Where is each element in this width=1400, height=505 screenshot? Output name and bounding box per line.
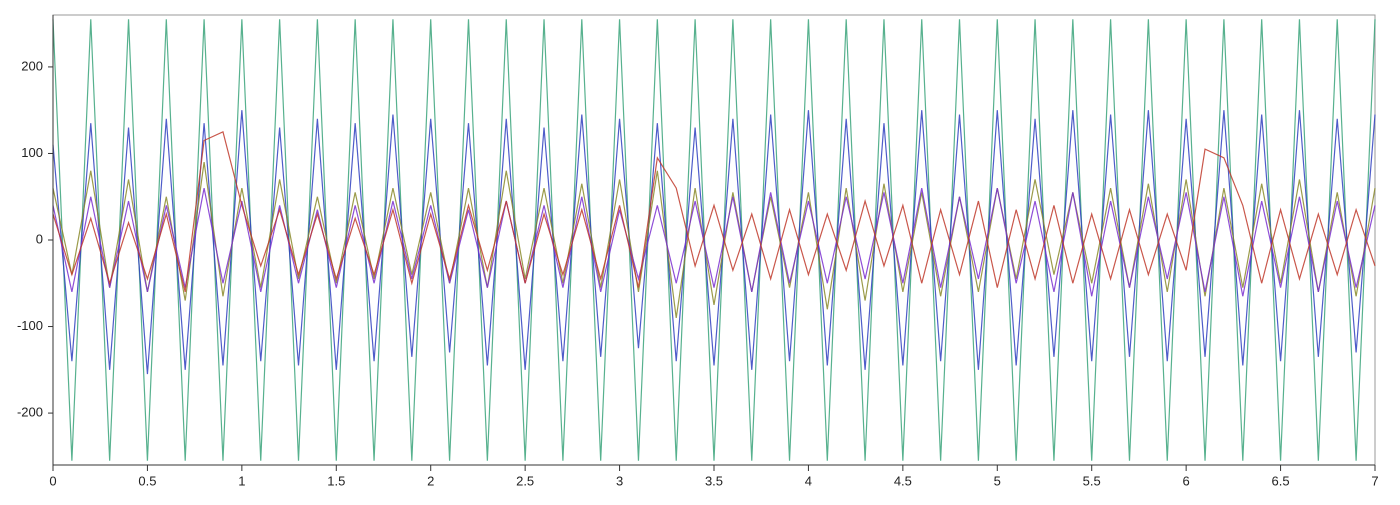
signal-line [52,187,1376,297]
y-tick-label: -100 [17,318,43,333]
y-tick-label: 200 [21,58,43,73]
x-tick-label: 3.5 [705,473,723,488]
y-tick-label: 100 [21,145,43,160]
x-tick-label: 2.5 [516,473,534,488]
x-tick-label: 4.5 [894,473,912,488]
x-tick-label: 0 [49,473,56,488]
y-tick-label: -200 [17,405,43,420]
signal-line [52,110,1376,375]
x-tick-label: 4 [805,473,812,488]
x-tick-label: 6.5 [1272,473,1290,488]
x-tick-label: 1.5 [327,473,345,488]
x-tick-label: 6 [1183,473,1190,488]
x-tick-label: 1 [238,473,245,488]
y-tick-label: 0 [36,231,43,246]
signal-line [52,19,1376,461]
signal-line [52,162,1376,318]
x-tick-label: 2 [427,473,434,488]
x-tick-label: 5.5 [1083,473,1101,488]
signal-line [52,130,1376,293]
plot-frame [52,14,1376,466]
x-tick-label: 5 [994,473,1001,488]
x-tick-label: 7 [1371,473,1378,488]
x-tick-label: 0.5 [138,473,156,488]
x-tick-label: 3 [616,473,623,488]
